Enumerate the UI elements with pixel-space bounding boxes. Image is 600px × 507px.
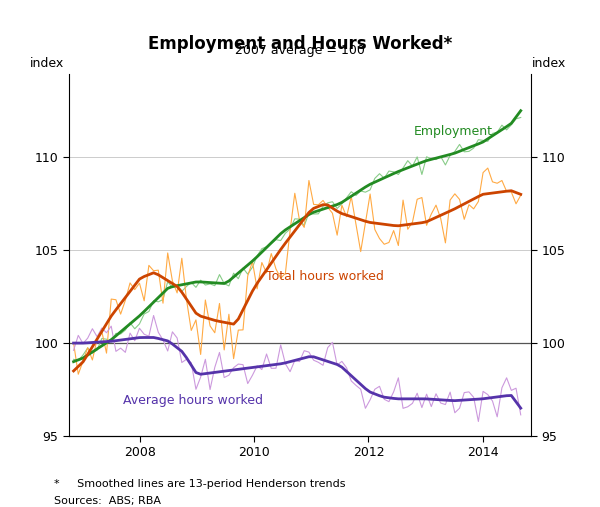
Text: Sources:  ABS; RBA: Sources: ABS; RBA xyxy=(54,496,161,506)
Text: index: index xyxy=(30,57,64,70)
Text: Employment: Employment xyxy=(414,125,493,138)
Title: Employment and Hours Worked*: Employment and Hours Worked* xyxy=(148,34,452,53)
Text: 2007 average = 100: 2007 average = 100 xyxy=(235,44,365,57)
Text: *     Smoothed lines are 13-period Henderson trends: * Smoothed lines are 13-period Henderson… xyxy=(54,479,346,489)
Text: index: index xyxy=(532,57,566,70)
Text: Total hours worked: Total hours worked xyxy=(266,270,383,283)
Text: Average hours worked: Average hours worked xyxy=(123,394,263,408)
